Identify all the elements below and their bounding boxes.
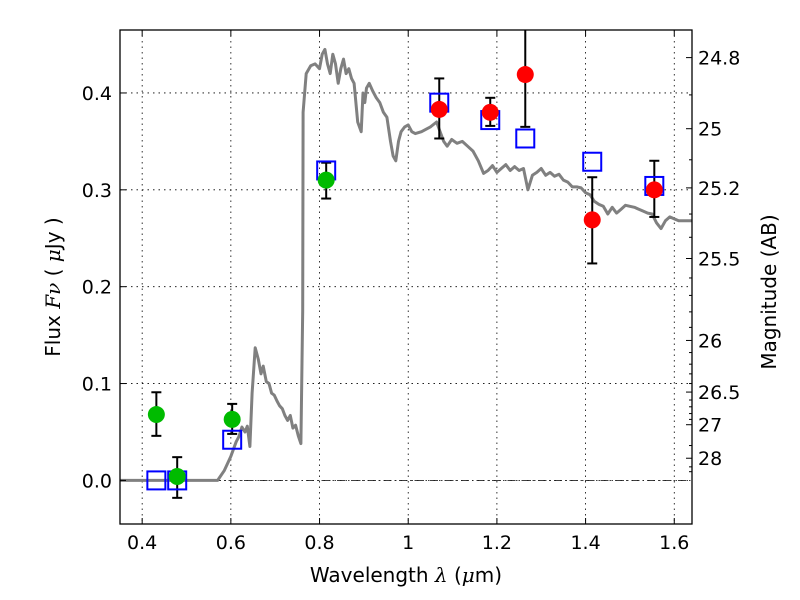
grid bbox=[120, 30, 692, 524]
mag-tick-label: 25.2 bbox=[698, 178, 740, 200]
observed-optical-point bbox=[147, 406, 165, 424]
y-axis-label: Flux Fν ( μJy ) bbox=[41, 217, 65, 356]
model-photometry-square bbox=[515, 128, 536, 149]
mag-tick-label: 25 bbox=[698, 119, 722, 141]
model-photometry-square bbox=[146, 470, 167, 491]
observed-nir-point bbox=[583, 211, 601, 229]
y-tick-label: 0.1 bbox=[82, 374, 112, 396]
plot-frame bbox=[119, 29, 693, 525]
observed-nir-point bbox=[645, 181, 663, 199]
x-tick-label: 1.2 bbox=[482, 532, 512, 554]
y-tick-label: 0.3 bbox=[82, 180, 112, 202]
mag-tick-label: 24.8 bbox=[698, 48, 740, 70]
x-tick-label: 1.6 bbox=[659, 532, 689, 554]
tick-labels: 0.4 0.6 0.8 1 1.2 1.4 1.6 0.0 0.1 0.2 0.3 0.4 24.8 25… bbox=[82, 48, 741, 554]
x-axis-label: Wavelength λ (μm) bbox=[310, 563, 502, 587]
model-photometry-square bbox=[222, 429, 243, 450]
mag-tick-label: 28 bbox=[698, 448, 722, 470]
x-tick-label: 0.4 bbox=[127, 532, 157, 554]
y-tick-label: 0.0 bbox=[82, 470, 112, 492]
x-tick-label: 1.4 bbox=[570, 532, 600, 554]
model-photometry-layer bbox=[146, 92, 665, 491]
x-tick-label: 0.8 bbox=[304, 532, 334, 554]
observed-optical-point bbox=[168, 468, 186, 486]
ticks bbox=[120, 30, 692, 524]
x-tick-label: 0.6 bbox=[216, 532, 246, 554]
axes-frame bbox=[119, 29, 693, 525]
mag-tick-label: 26.5 bbox=[698, 382, 740, 404]
observed-nir-point bbox=[516, 66, 534, 84]
observed-optical-point bbox=[223, 410, 241, 428]
x-tick-label: 1 bbox=[402, 532, 414, 554]
model-photometry-square bbox=[582, 151, 603, 172]
model-spectrum-line bbox=[120, 47, 692, 482]
mag-tick-label: 26 bbox=[698, 330, 722, 352]
observed-points-layer bbox=[147, 66, 663, 486]
mag-tick-label: 27 bbox=[698, 415, 722, 437]
mag-tick-label: 25.5 bbox=[698, 248, 740, 270]
y-tick-label: 0.2 bbox=[82, 277, 112, 299]
model-spectrum-layer bbox=[120, 47, 692, 482]
y-tick-label: 0.4 bbox=[82, 83, 112, 105]
observed-optical-point bbox=[317, 171, 335, 189]
observed-nir-point bbox=[481, 103, 499, 121]
y-axis-right-label: Magnitude (AB) bbox=[757, 214, 781, 369]
observed-nir-point bbox=[430, 100, 448, 118]
